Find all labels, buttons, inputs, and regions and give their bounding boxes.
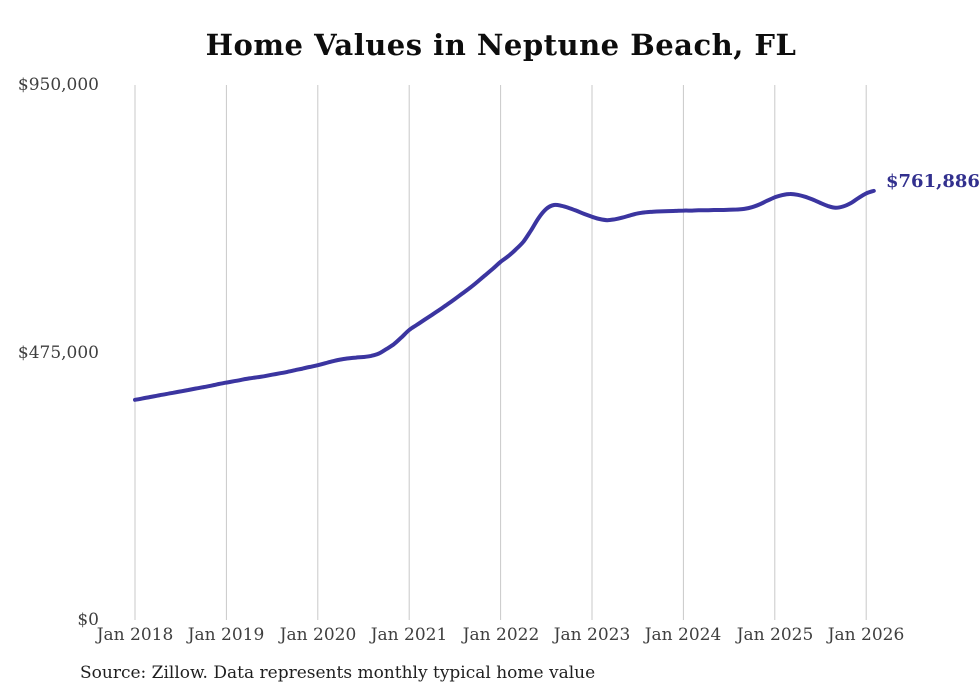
- y-tick-475000: $475,000: [17, 343, 99, 363]
- x-tick-jan-2020: Jan 2020: [279, 625, 357, 645]
- x-tick-jan-2023: Jan 2023: [553, 625, 631, 645]
- x-tick-jan-2025: Jan 2025: [736, 625, 814, 645]
- x-tick-jan-2022: Jan 2022: [462, 625, 540, 645]
- latest-value-label: $761,886: [886, 171, 980, 192]
- x-tick-jan-2019: Jan 2019: [187, 625, 265, 645]
- y-tick-0: $0: [77, 610, 99, 630]
- y-tick-950000: $950,000: [17, 75, 99, 95]
- source-note: Source: Zillow. Data represents monthly …: [80, 663, 596, 683]
- x-tick-jan-2026: Jan 2026: [827, 625, 905, 645]
- x-tick-jan-2018: Jan 2018: [96, 625, 174, 645]
- vertical-gridlines: [134, 85, 867, 620]
- x-tick-jan-2021: Jan 2021: [370, 625, 448, 645]
- chart-title: Home Values in Neptune Beach, FL: [205, 28, 797, 62]
- x-tick-jan-2024: Jan 2024: [644, 625, 722, 645]
- home-value-line-series: [133, 188, 876, 402]
